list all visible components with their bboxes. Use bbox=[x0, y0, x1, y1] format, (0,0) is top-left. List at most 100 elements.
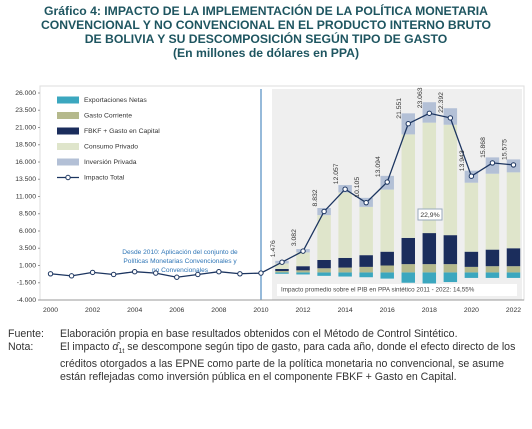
legend-label: Impacto Total bbox=[84, 174, 125, 181]
bar-segment bbox=[338, 272, 352, 277]
line-point bbox=[384, 179, 390, 185]
bar-segment bbox=[296, 266, 310, 271]
note-symbol: α̂ bbox=[112, 341, 119, 353]
y-tick-label: 3.500 bbox=[19, 245, 36, 252]
bar-segment bbox=[422, 233, 437, 265]
bar-segment bbox=[443, 272, 458, 283]
data-label: 15.575 bbox=[501, 139, 508, 160]
bar-segment bbox=[506, 172, 521, 249]
legend-swatch bbox=[57, 96, 79, 104]
bar-segment bbox=[422, 272, 437, 284]
bar-segment bbox=[296, 272, 310, 275]
legend-marker bbox=[65, 174, 71, 181]
line-point bbox=[237, 271, 243, 277]
legend-label: Consumo Privado bbox=[84, 143, 138, 150]
bar-segment bbox=[338, 192, 352, 258]
data-label: 13.094 bbox=[375, 156, 382, 177]
data-label: 15.868 bbox=[480, 137, 487, 158]
bar-segment bbox=[317, 259, 331, 269]
line-point bbox=[47, 271, 54, 277]
x-tick-label: 2010 bbox=[253, 307, 268, 314]
bar-segment bbox=[401, 272, 415, 283]
bar-segment bbox=[443, 264, 458, 273]
bar-segment bbox=[443, 124, 458, 236]
y-tick-label: 8.500 bbox=[19, 211, 36, 218]
bar-segment bbox=[464, 266, 479, 273]
line-point bbox=[89, 269, 96, 276]
legend-label: Exportaciones Netas bbox=[84, 97, 147, 104]
legend-swatch bbox=[57, 143, 79, 150]
bar-segment bbox=[317, 272, 331, 276]
x-tick-label: 2020 bbox=[464, 307, 479, 314]
bar-segment bbox=[485, 249, 500, 267]
policy-region bbox=[272, 89, 522, 300]
policy-note: Desde 2010: Aplicación del conjunto de bbox=[122, 249, 238, 256]
line-point bbox=[131, 269, 138, 275]
line-point bbox=[405, 120, 411, 127]
bar-segment bbox=[359, 206, 373, 256]
policy-note: Políticas Monetarias Convencionales y bbox=[123, 258, 237, 265]
note-after: se descompone según tipo de gasto, para … bbox=[60, 341, 516, 384]
title: Gráfico 4: IMPACTO DE LA IMPLEMENTACIÓN … bbox=[41, 3, 491, 60]
bar-segment bbox=[506, 266, 521, 273]
data-label: 21.551 bbox=[396, 98, 403, 119]
line-point bbox=[510, 162, 517, 168]
peak-share: 22,9% bbox=[420, 212, 439, 219]
x-tick-label: 2012 bbox=[295, 307, 310, 314]
bar-segment bbox=[317, 268, 331, 273]
x-tick-label: 2004 bbox=[127, 307, 142, 314]
x-tick-label: 2008 bbox=[211, 307, 226, 314]
x-tick-label: 2006 bbox=[169, 307, 184, 314]
bar-segment bbox=[380, 265, 394, 273]
note-before: El impacto bbox=[60, 341, 113, 353]
title-line: Gráfico 4: IMPACTO DE LA IMPLEMENTACIÓN … bbox=[44, 3, 488, 18]
source-label: Fuente: bbox=[8, 328, 44, 340]
average-box bbox=[277, 284, 517, 296]
bar-segment bbox=[464, 272, 479, 278]
bar-segment bbox=[401, 134, 415, 238]
line-point bbox=[174, 274, 180, 280]
note-text: El impacto α̂1t se descompone según tipo… bbox=[60, 341, 528, 384]
bar-segment bbox=[485, 272, 500, 278]
line-point bbox=[110, 271, 117, 278]
y-tick-label: 1.000 bbox=[19, 262, 36, 269]
data-label: 10.105 bbox=[354, 177, 361, 198]
y-tick-label: 18.500 bbox=[15, 142, 36, 149]
bar-segment bbox=[338, 257, 352, 268]
x-tick-label: 2002 bbox=[85, 307, 100, 314]
line-point bbox=[279, 259, 285, 265]
line-point bbox=[363, 199, 369, 206]
legend-swatch bbox=[57, 127, 79, 135]
data-label: 23.063 bbox=[417, 87, 424, 108]
line-point bbox=[447, 115, 454, 121]
line-point bbox=[321, 208, 327, 215]
bar-segment bbox=[401, 264, 415, 273]
bar-segment bbox=[464, 251, 479, 267]
bar-segment bbox=[464, 182, 479, 252]
line-point bbox=[68, 273, 75, 279]
bar-segment bbox=[275, 268, 289, 272]
bar-segment bbox=[359, 266, 373, 273]
bar-segment bbox=[485, 173, 500, 250]
legend-label: FBKF + Gasto en Capital bbox=[84, 128, 160, 135]
bar-segment bbox=[338, 267, 352, 273]
bar-segment bbox=[275, 271, 289, 273]
y-tick-label: 23.500 bbox=[15, 107, 36, 114]
x-tick-label: 2018 bbox=[422, 307, 437, 314]
line-point bbox=[426, 110, 433, 116]
data-label: 22.392 bbox=[438, 92, 445, 113]
y-tick-label: 11.000 bbox=[16, 193, 37, 200]
bar-segment bbox=[296, 252, 310, 267]
y-tick-label: 26.000 bbox=[15, 90, 36, 97]
y-tick-label: 13.500 bbox=[15, 176, 36, 183]
title-line: CONVENCIONAL Y NO CONVENCIONAL EN EL PRO… bbox=[41, 18, 491, 32]
legend-label: Inversión Privada bbox=[84, 159, 137, 166]
line-point bbox=[195, 271, 201, 278]
line-point bbox=[258, 270, 264, 276]
title-line: DE BOLIVIA Y SU DESCOMPOSICIÓN SEGÚN TIP… bbox=[85, 31, 448, 46]
bar-segment bbox=[359, 272, 373, 278]
average-label: Impacto promedio sobre el PIB en PPA sin… bbox=[281, 287, 475, 294]
bar-segment bbox=[422, 122, 437, 234]
x-tick-label: 2016 bbox=[380, 307, 395, 314]
y-tick-label: 6.000 bbox=[19, 228, 36, 235]
